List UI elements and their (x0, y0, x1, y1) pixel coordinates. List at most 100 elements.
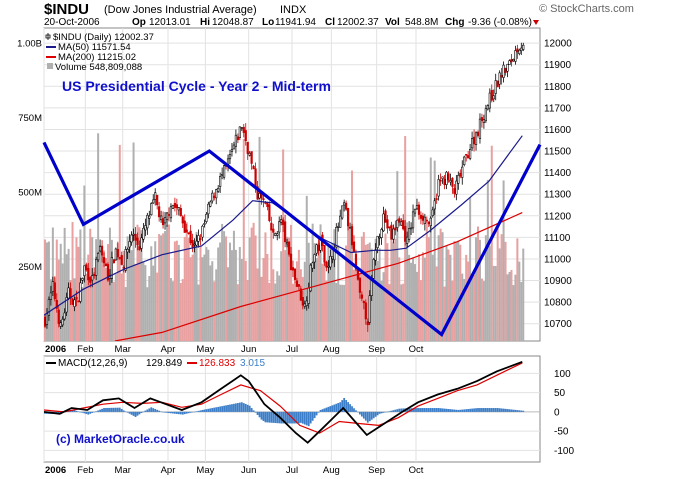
macd-histogram-bar (372, 411, 375, 419)
credit-annotation: (c) MarketOracle.co.uk (56, 432, 185, 446)
price-tick-label: 11800 (544, 82, 572, 93)
volume-bar (512, 285, 515, 341)
candle-body (256, 186, 259, 200)
volume-bar (272, 269, 275, 341)
volume-bar (101, 255, 104, 341)
volume-bar (362, 232, 365, 341)
volume-bar (364, 244, 367, 341)
candle-body (293, 268, 297, 280)
candle-body (276, 233, 279, 236)
macd-histogram-bar (461, 409, 464, 412)
macd-tick-label: -50 (554, 427, 569, 438)
x-tick-label: Oct (409, 465, 424, 476)
volume-bar (408, 254, 411, 341)
macd-histogram-bar (284, 411, 287, 424)
macd-histogram-bar (443, 408, 446, 412)
volume-bar (274, 283, 277, 341)
macd-histogram-bar (447, 409, 450, 412)
volume-bar (492, 265, 495, 341)
candle-body (384, 210, 387, 223)
macd-histogram-bar (435, 408, 438, 412)
macd-histogram-bar (382, 411, 385, 413)
x-tick-label: 2006 (45, 344, 66, 355)
price-axis-labels: 10700 10800 10900 11000 11100 11200 11300 11400… (544, 39, 572, 331)
macd-x-axis-labels: 2006 Feb Mar Apr May Jun Jul Aug Sep Oct (45, 465, 424, 476)
candle-body (219, 176, 222, 187)
macd-histogram-bar (164, 411, 166, 413)
macd-histogram-bar (510, 409, 513, 412)
candle-body (238, 126, 241, 138)
volume-bar (140, 230, 143, 341)
candle-body (122, 266, 125, 269)
macd-histogram-bar (518, 410, 521, 412)
price-tick-label: 11300 (544, 190, 572, 201)
volume-bar (376, 261, 379, 341)
candle-body (266, 202, 269, 207)
macd-tick-label: 50 (554, 388, 566, 399)
x-tick-label: Sep (368, 465, 385, 476)
candle-body (451, 177, 454, 187)
candle-body (486, 105, 489, 110)
volume-bar (331, 242, 334, 341)
volume-bar (47, 241, 50, 341)
candle-body (161, 218, 165, 226)
macd-histogram-bar (345, 400, 348, 412)
candle-body (459, 172, 462, 177)
macd-histogram-bar (244, 403, 247, 412)
macd-histogram-bar (238, 402, 241, 412)
macd-histogram-bar (453, 409, 456, 412)
macd-histogram-bar (197, 410, 200, 412)
macd-histogram-bar (166, 411, 168, 413)
macd-histogram-bar (465, 409, 468, 412)
volume-bar (478, 239, 481, 341)
volume-bar (502, 180, 505, 341)
candle-body (49, 292, 52, 300)
macd-histogram-bar (483, 408, 485, 412)
macd-histogram-bar (339, 402, 342, 412)
candle-body (502, 64, 505, 78)
macd-histogram-bar (274, 411, 277, 424)
candle-body (81, 278, 84, 281)
macd-histogram-bar (520, 410, 523, 412)
macd-histogram-bar (172, 411, 174, 414)
candle-body (376, 235, 379, 248)
volume-bar (341, 284, 344, 341)
macd-histogram-bar (260, 411, 263, 420)
volume-bar (508, 271, 511, 341)
macd-histogram-bar (264, 411, 267, 423)
volume-bar (173, 241, 176, 341)
volume-bar (356, 271, 359, 341)
macd-histogram-bar (217, 406, 220, 412)
volume-bar (236, 284, 239, 341)
macd-histogram-bar (414, 408, 416, 412)
candle-body (114, 248, 117, 261)
x-tick-label: Feb (77, 344, 93, 355)
macd-histogram-bar (463, 409, 466, 412)
candle-body (211, 192, 214, 202)
macd-histogram-bar (319, 409, 322, 412)
volume-bar (191, 254, 194, 341)
x-tick-label: Apr (161, 344, 176, 355)
candle-body (307, 287, 310, 304)
candle-body (55, 299, 58, 309)
candle-body (187, 232, 190, 234)
volume-bar (488, 245, 491, 341)
candle-body (236, 136, 239, 141)
ma200-line (114, 212, 523, 341)
macd-histogram-bar (512, 409, 515, 412)
candle-body (169, 206, 173, 219)
volume-bar (225, 236, 228, 341)
candle-body (278, 221, 281, 233)
x-tick-label: Mar (115, 344, 131, 355)
volume-bar (345, 245, 348, 341)
macd-histogram-bar (122, 410, 125, 412)
x-tick-label: Mar (115, 465, 131, 476)
volume-bar (254, 235, 257, 341)
candle-body (408, 228, 411, 240)
candle-body (291, 267, 295, 271)
volume-bar (118, 144, 121, 341)
volume-bar (482, 281, 485, 341)
candle-body (93, 273, 96, 277)
volume-bar (406, 222, 409, 341)
macd-histogram-bar (83, 411, 86, 414)
